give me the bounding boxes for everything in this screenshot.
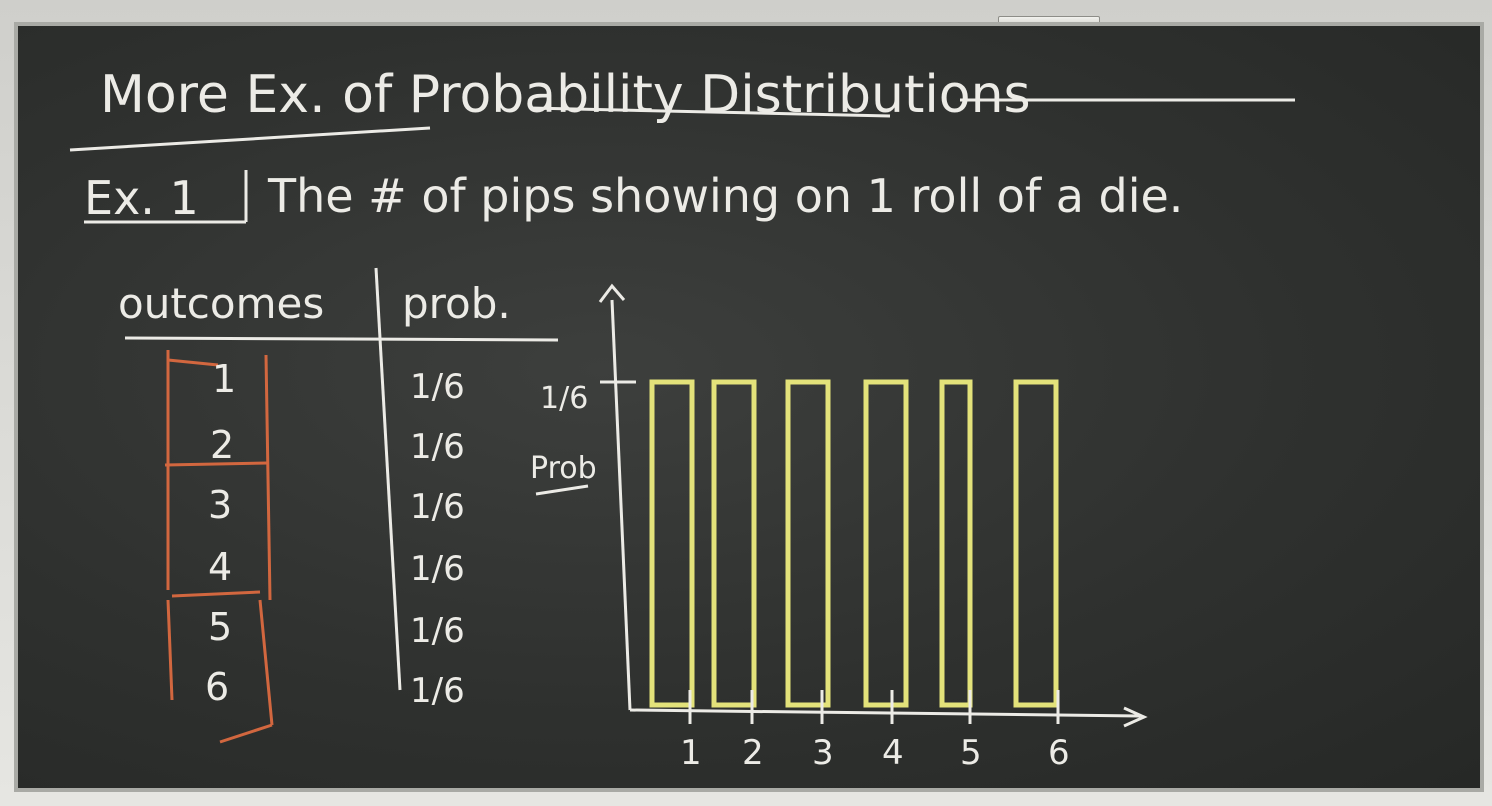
chart-bar <box>785 379 831 708</box>
table-body: 1 2 3 4 5 6 1/6 1/6 1/6 1/6 1/6 1/6 <box>205 357 465 711</box>
chart-x-tick-label: 1 <box>680 733 702 773</box>
example-text: The # of pips showing on 1 roll of a die… <box>267 169 1183 223</box>
table-header-prob: prob. <box>402 279 511 328</box>
example-label: Ex. 1 <box>84 171 199 225</box>
chart-bar <box>863 379 909 708</box>
chart-x-tick-label: 6 <box>1048 733 1070 773</box>
chart-axes <box>598 283 1148 728</box>
chart-x-tick-label: 3 <box>812 733 834 773</box>
chart-bar <box>711 379 757 708</box>
chart-y-axis-label-underline <box>535 484 589 496</box>
table-cell-outcome: 6 <box>205 665 229 709</box>
chart-y-arrow <box>598 283 626 303</box>
chart-y-axis-label: Prob <box>530 451 597 486</box>
table-header-line <box>124 336 559 342</box>
chart-bar <box>1013 379 1059 708</box>
chart-x-tick-label: 2 <box>742 733 764 773</box>
chart-bars <box>649 379 1059 708</box>
table-divider <box>374 267 402 691</box>
page-title: More Ex. of Probability Distributions <box>100 65 1031 125</box>
outcome-boxes <box>164 350 274 744</box>
table-cell-outcome: 2 <box>210 423 234 467</box>
chart-x-axis <box>629 708 1141 718</box>
title-underline <box>529 106 891 118</box>
chart-x-tick-label: 4 <box>882 733 904 773</box>
table-cell-outcome: 1 <box>212 357 236 401</box>
table-cell-prob: 1/6 <box>410 427 465 467</box>
chart-x-arrow <box>1123 706 1148 728</box>
chart-y-tick-label: 1/6 <box>540 381 588 416</box>
table-cell-outcome: 3 <box>208 483 232 527</box>
chalkboard <box>14 22 1484 792</box>
chart-y-axis <box>610 299 632 711</box>
table-cell-outcome: 4 <box>208 545 232 589</box>
table-cell-outcome: 5 <box>208 605 232 649</box>
chart-bar <box>939 379 973 708</box>
table-cell-prob: 1/6 <box>410 671 465 711</box>
table-cell-prob: 1/6 <box>410 549 465 589</box>
table-cell-prob: 1/6 <box>410 611 465 651</box>
table-header-outcomes: outcomes <box>118 279 324 328</box>
table-cell-prob: 1/6 <box>410 487 465 527</box>
table-cell-prob: 1/6 <box>410 367 465 407</box>
chart-x-tick-label: 5 <box>960 733 982 773</box>
chart-bar <box>649 379 695 708</box>
title-underline <box>69 126 431 152</box>
